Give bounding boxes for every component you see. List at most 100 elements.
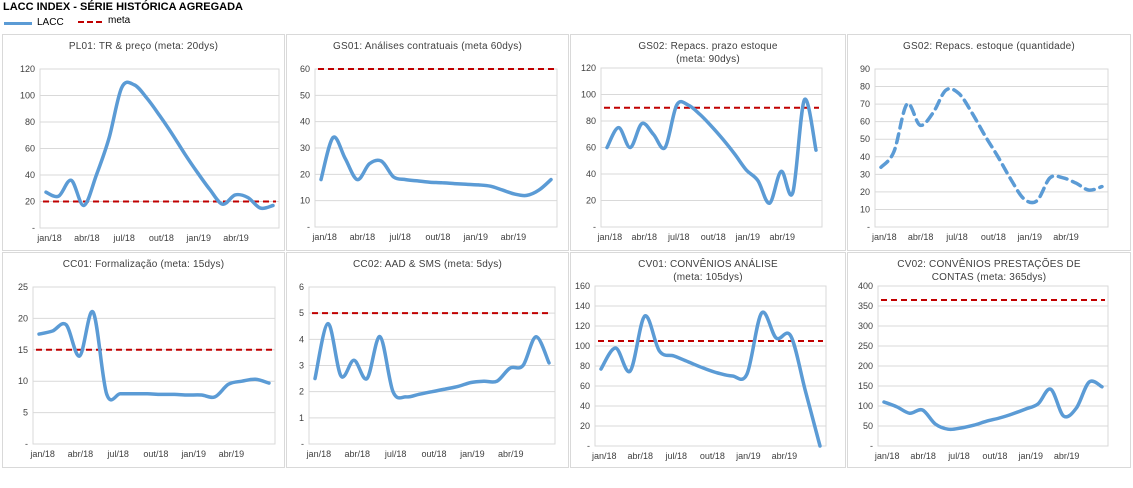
y-tick-label: 120 xyxy=(20,64,35,74)
chart-title: GS02: Repacs. prazo estoque (meta: 90dys… xyxy=(571,40,845,66)
chart-title-line: GS01: Análises contratuais (meta 60dys) xyxy=(332,41,522,52)
x-tick-label: jul/18 xyxy=(945,232,968,242)
y-tick-label: 40 xyxy=(25,170,35,180)
y-tick-label: 25 xyxy=(18,282,28,292)
y-tick-label: 80 xyxy=(25,117,35,127)
y-tick-label: 20 xyxy=(580,421,590,431)
x-tick-label: jul/18 xyxy=(665,451,688,461)
y-tick-label: 10 xyxy=(300,196,310,206)
x-tick-label: abr/18 xyxy=(74,233,100,243)
y-tick-label: 60 xyxy=(25,144,35,154)
legend-lacc-swatch xyxy=(4,22,32,25)
y-tick-label: 100 xyxy=(581,90,596,100)
x-tick-label: jan/19 xyxy=(735,451,761,461)
chart-title: GS02: Repacs. estoque (quantidade) xyxy=(848,40,1130,53)
y-tick-label: 50 xyxy=(860,134,870,144)
chart-title: CC02: AAD & SMS (meta: 5dys) xyxy=(287,258,568,271)
y-tick-label: 100 xyxy=(575,341,590,351)
x-tick-label: jan/18 xyxy=(36,233,62,243)
y-tick-label: 80 xyxy=(580,361,590,371)
y-tick-label: 1 xyxy=(299,413,304,423)
y-tick-label: 40 xyxy=(586,169,596,179)
y-tick-label: - xyxy=(32,223,35,233)
x-tick-label: out/18 xyxy=(149,233,174,243)
chart-title: CC01: Formalização (meta: 15dys) xyxy=(3,258,284,271)
y-tick-label: 20 xyxy=(860,187,870,197)
y-tick-label: 10 xyxy=(860,204,870,214)
x-tick-label: jan/18 xyxy=(311,232,337,242)
plot-area xyxy=(32,286,276,445)
chart-svg: - 20 40 60 80 100 120 jan/18 abr/18 jul/18 out/18 j… xyxy=(20,64,280,243)
chart-title-line: (meta: 105dys) xyxy=(673,272,743,283)
chart-title-line: CV02: CONVÊNIOS PRESTAÇÕES DE xyxy=(897,259,1081,270)
y-tick-label: - xyxy=(593,222,596,232)
y-tick-label: 20 xyxy=(25,197,35,207)
x-tick-label: jan/19 xyxy=(734,232,760,242)
x-tick-label: abr/19 xyxy=(1053,232,1079,242)
y-tick-label: - xyxy=(870,441,873,451)
chart-svg: - 1 2 3 4 5 6 jan/18 abr/18 jul/18 out/18 jan/19 abr… xyxy=(299,282,556,459)
legend-lacc-label: LACC xyxy=(37,17,64,28)
chart-panel-cv01: CV01: CONVÊNIOS ANÁLISE (meta: 105dys) -… xyxy=(570,252,846,468)
chart-svg: - 20 40 60 80 100 120 140 160 jan/18 abr/18 jul/18 o… xyxy=(575,281,827,461)
x-tick-label: jan/18 xyxy=(597,232,623,242)
x-tick-label: jan/19 xyxy=(185,233,211,243)
x-tick-label: jul/18 xyxy=(112,233,135,243)
y-tick-label: 60 xyxy=(860,117,870,127)
lacc-series-line xyxy=(882,379,1104,432)
y-tick-label: 350 xyxy=(858,301,873,311)
chart-panel-cc02: CC02: AAD & SMS (meta: 5dys) - 1 2 3 4 5 6 jan/… xyxy=(286,252,569,468)
y-tick-label: - xyxy=(25,439,28,449)
chart-title-line: CC02: AAD & SMS (meta: 5dys) xyxy=(353,259,502,270)
x-tick-label: abr/18 xyxy=(344,449,370,459)
x-tick-label: jan/18 xyxy=(306,449,332,459)
chart-panel-cc01: CC01: Formalização (meta: 15dys) - 5 10 15 2… xyxy=(2,252,285,468)
chart-title: GS01: Análises contratuais (meta 60dys) xyxy=(287,40,568,53)
chart-title-line: CV01: CONVÊNIOS ANÁLISE xyxy=(638,259,778,270)
x-tick-label: abr/18 xyxy=(350,232,376,242)
x-tick-label: out/18 xyxy=(700,451,725,461)
x-tick-label: jan/18 xyxy=(29,449,55,459)
chart-svg: - 5 10 15 20 25 jan/18 abr/18 jul/18 out/18 jan/19… xyxy=(18,282,276,459)
x-tick-label: abr/19 xyxy=(769,232,795,242)
chart-panel-gs02-qtd: GS02: Repacs. estoque (quantidade) - 10 20… xyxy=(847,34,1131,251)
legend-meta-swatch xyxy=(78,21,102,23)
chart-title: CV01: CONVÊNIOS ANÁLISE (meta: 105dys) xyxy=(571,258,845,284)
plot-area xyxy=(874,68,1109,228)
chart-title-line: CONTAS (meta: 365dys) xyxy=(931,272,1047,283)
y-tick-label: 60 xyxy=(300,64,310,74)
y-tick-label: 80 xyxy=(860,82,870,92)
y-tick-label: 90 xyxy=(860,64,870,74)
x-tick-label: jul/18 xyxy=(384,449,407,459)
lacc-series-line xyxy=(44,80,275,211)
x-tick-label: abr/18 xyxy=(910,451,936,461)
y-tick-label: 150 xyxy=(858,381,873,391)
chart-panel-gs01: GS01: Análises contratuais (meta 60dys) … xyxy=(286,34,569,251)
y-tick-label: 100 xyxy=(20,91,35,101)
x-tick-label: abr/18 xyxy=(632,232,658,242)
chart-title-line: CC01: Formalização (meta: 15dys) xyxy=(62,259,225,270)
lacc-series-line xyxy=(879,86,1104,205)
y-tick-label: 120 xyxy=(581,63,596,73)
x-tick-label: out/18 xyxy=(982,451,1007,461)
chart-svg: - 10 20 30 40 50 60 jan/18 abr/18 jul/18 out/18 jan… xyxy=(300,64,558,242)
lacc-series-line xyxy=(319,135,553,198)
y-tick-label: 250 xyxy=(858,341,873,351)
y-tick-label: 3 xyxy=(299,361,304,371)
x-tick-label: jan/19 xyxy=(459,449,485,459)
x-tick-label: abr/19 xyxy=(498,449,524,459)
y-tick-label: 300 xyxy=(858,321,873,331)
x-tick-label: jan/19 xyxy=(180,449,206,459)
y-tick-label: 10 xyxy=(18,376,28,386)
x-tick-label: jan/18 xyxy=(874,451,900,461)
chart-svg: - 50 100 150 200 250 300 350 400 jan/18 abr/18 jul/… xyxy=(858,281,1109,461)
chart-panel-cv02: CV02: CONVÊNIOS PRESTAÇÕES DE CONTAS (me… xyxy=(847,252,1131,468)
x-tick-label: jul/18 xyxy=(947,451,970,461)
x-tick-label: jan/19 xyxy=(462,232,488,242)
x-tick-label: abr/18 xyxy=(68,449,94,459)
y-tick-label: 60 xyxy=(586,143,596,153)
y-tick-label: 20 xyxy=(18,313,28,323)
y-tick-label: 5 xyxy=(299,308,304,318)
x-tick-label: out/18 xyxy=(701,232,726,242)
y-tick-label: 200 xyxy=(858,361,873,371)
